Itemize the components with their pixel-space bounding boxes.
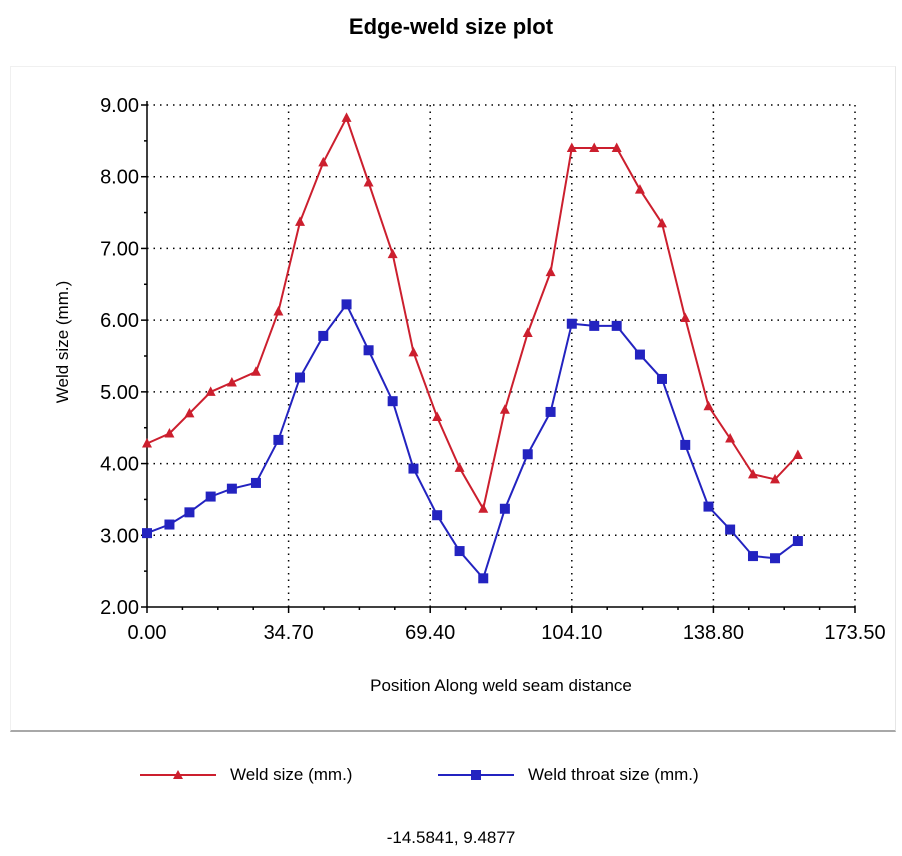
series-1-point	[295, 372, 306, 383]
series-1-point	[318, 330, 329, 341]
x-tick-label: 0.00	[128, 622, 167, 644]
series-1-point	[164, 519, 175, 530]
legend-label-weld-throat-size: Weld throat size (mm.)	[528, 765, 699, 784]
chart-canvas: 2.00 3.00 4.00 5.00 6.00 7.00 8.00 9.00 0.00 34.7…	[53, 95, 886, 695]
series-0-point	[747, 468, 758, 479]
series-0-point	[387, 248, 398, 259]
series-0-point	[273, 306, 284, 316]
series-0-point	[432, 411, 443, 421]
y-tick-label: 9.00	[100, 95, 139, 117]
series-1-point	[725, 524, 736, 535]
series-1-point	[566, 318, 577, 329]
series-1-point	[205, 491, 216, 502]
series-0-point	[363, 176, 374, 187]
series-0-point	[226, 377, 237, 387]
series-1-point	[634, 349, 645, 360]
series-0-point	[703, 400, 714, 411]
series-0-point	[318, 156, 329, 167]
y-tick-label: 8.00	[100, 167, 139, 189]
legend: Weld size (mm.) Weld throat size (mm.)	[0, 760, 902, 790]
series-1-point	[363, 345, 374, 356]
series-0-point	[792, 449, 803, 459]
series-1-point	[454, 546, 465, 557]
series-1-point	[589, 320, 600, 331]
series-0-point	[205, 386, 216, 396]
legend-item-weld-size: Weld size (mm.)	[140, 760, 352, 790]
series-0-point	[680, 312, 691, 322]
series-0-point	[499, 404, 510, 414]
series-0-point	[142, 437, 152, 448]
y-tick-label: 3.00	[100, 525, 139, 547]
series-1-point	[703, 501, 714, 512]
y-tick-label: 7.00	[100, 238, 139, 260]
series-0-point	[770, 473, 781, 484]
series-0-point	[589, 142, 600, 153]
series-1-point	[499, 503, 510, 514]
series-line-1	[146, 302, 799, 581]
series-0-point	[341, 112, 352, 122]
x-tick-label: 104.10	[541, 622, 602, 644]
y-tick-label: 5.00	[100, 382, 139, 404]
x-tick-label: 138.80	[683, 622, 744, 644]
series-1-point	[142, 528, 152, 539]
legend-label-weld-size: Weld size (mm.)	[230, 765, 353, 784]
series-0-point	[295, 216, 306, 226]
series-1-point	[250, 477, 261, 488]
series-1-point	[184, 507, 195, 518]
legend-item-weld-throat-size: Weld throat size (mm.)	[438, 760, 699, 790]
series-1-point	[226, 483, 237, 494]
x-tick-label: 173.50	[824, 622, 885, 644]
series-1-point	[387, 396, 398, 407]
series-0-point	[725, 432, 736, 443]
series-0-point	[184, 407, 195, 418]
legend-swatch-weld-size	[140, 770, 216, 779]
series-0-point	[250, 366, 261, 376]
series-1-point	[408, 463, 419, 474]
series-0-point	[478, 503, 489, 513]
series-1-point	[792, 536, 803, 547]
coordinate-readout: -14.5841, 9.4877	[386, 828, 516, 847]
series-1-point	[273, 434, 284, 445]
series-1-point	[478, 573, 489, 584]
series-1-point	[432, 510, 443, 521]
y-tick-label: 4.00	[100, 454, 139, 476]
y-tick-label: 6.00	[100, 310, 139, 332]
series-0-point	[454, 462, 465, 472]
series-1-point	[341, 299, 352, 310]
series-1-point	[680, 439, 691, 450]
series-0-point	[522, 327, 533, 338]
series-0-point	[656, 217, 667, 228]
series-0-point	[611, 142, 622, 153]
series-line-0	[146, 115, 799, 512]
series-0-point	[634, 184, 645, 194]
series-0-point	[545, 266, 556, 277]
series-1-point	[611, 320, 622, 331]
legend-swatch-weld-throat-size	[438, 770, 514, 780]
series-1-point	[522, 449, 533, 460]
y-axis-label: Weld size (mm.)	[53, 281, 72, 403]
series-1-point	[747, 551, 758, 562]
series-0-point	[408, 346, 419, 357]
series-0-point	[164, 427, 175, 438]
x-tick-label: 69.40	[405, 622, 455, 644]
series-1-point	[656, 373, 667, 384]
series-0-point	[566, 142, 577, 153]
y-tick-label: 2.00	[100, 597, 139, 619]
series-1-point	[770, 553, 781, 564]
series-1-point	[545, 406, 556, 417]
x-tick-label: 34.70	[264, 622, 314, 644]
chart-title: Edge-weld size plot	[348, 14, 554, 39]
x-axis-label: Position Along weld seam distance	[370, 676, 632, 695]
